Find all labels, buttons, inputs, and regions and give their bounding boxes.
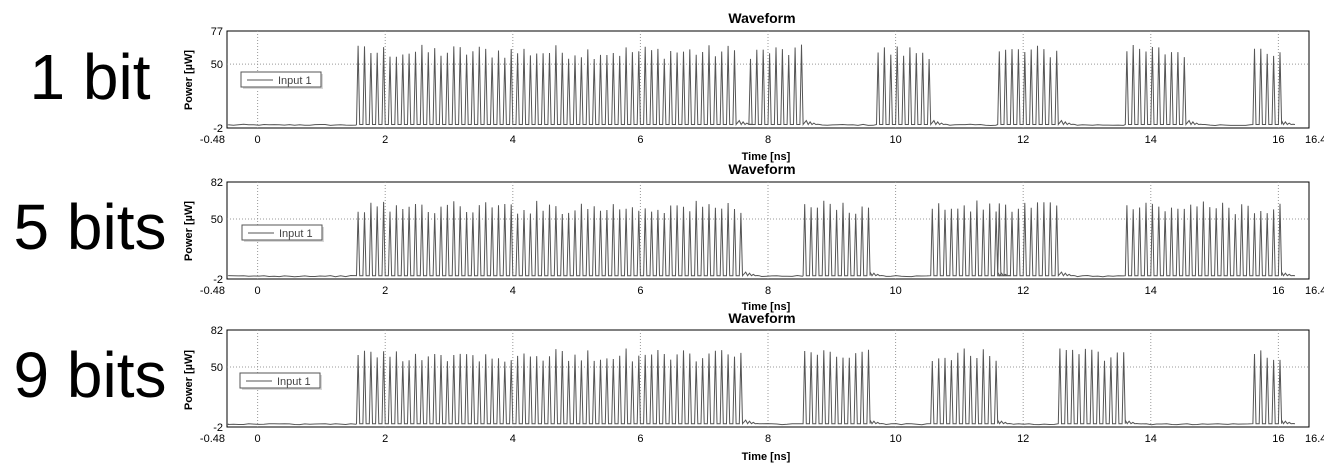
y-tick-label: -2 [213,422,223,434]
x-tick-label: 16 [1272,134,1284,146]
row-label-1-bit: 1 bit [29,41,151,113]
x-tick-label: 6 [637,285,643,297]
x-tick-label: 0 [255,134,261,146]
waveform-series-input-1 [227,200,1296,278]
chart-title: Waveform [728,310,795,326]
x-tick-label: 6 [637,134,643,146]
waveform-series-input-1 [227,348,1296,426]
row-label-5-bits: 5 bits [13,191,167,263]
x-tick-label: -0.48 [200,134,225,146]
x-tick-label: 14 [1145,433,1157,445]
y-axis-label: Power [µW] [183,201,195,261]
y-tick-label: 50 [211,362,223,374]
chart-title: Waveform [728,161,795,177]
y-tick-label: 82 [211,325,223,337]
x-tick-label: 16.48 [1305,433,1324,445]
x-tick-label: 10 [889,285,901,297]
x-tick-label: -0.48 [200,433,225,445]
x-tick-label: 8 [765,285,771,297]
y-tick-label: 50 [211,59,223,71]
x-tick-label: 14 [1145,285,1157,297]
x-tick-label: 4 [510,134,516,146]
chart-title: Waveform [728,10,795,26]
y-tick-label: 77 [211,26,223,38]
legend: Input 1 [240,71,323,89]
x-tick-label: 0 [255,433,261,445]
y-axis-label: Power [µW] [183,50,195,110]
x-tick-label: 2 [382,134,388,146]
legend-label: Input 1 [279,228,313,240]
x-tick-label: 8 [765,433,771,445]
x-tick-label: 0 [255,285,261,297]
x-tick-label: 10 [889,433,901,445]
x-tick-label: 6 [637,433,643,445]
x-tick-label: 10 [889,134,901,146]
y-tick-label: -2 [213,274,223,286]
legend: Input 1 [239,372,322,390]
x-axis-label: Time [ns] [742,451,791,463]
x-tick-label: 4 [510,285,516,297]
x-tick-label: 2 [382,433,388,445]
y-tick-label: 50 [211,214,223,226]
x-tick-label: 16.48 [1305,134,1324,146]
x-tick-label: -0.48 [200,285,225,297]
y-tick-label: 82 [211,177,223,189]
waveform-chart-1: Waveform Power [µW] Time [ns] 77 50 -2 -0.… [183,10,1324,163]
legend: Input 1 [241,224,324,242]
x-tick-label: 2 [382,285,388,297]
x-axis-label: Time [ns] [742,301,791,313]
y-tick-label: -2 [213,123,223,135]
x-tick-label: 16.48 [1305,285,1324,297]
x-tick-label: 16 [1272,433,1284,445]
x-tick-label: 12 [1017,285,1029,297]
x-tick-label: 12 [1017,134,1029,146]
y-axis-label: Power [µW] [183,350,195,410]
x-tick-label: 8 [765,134,771,146]
x-axis-label: Time [ns] [742,151,791,163]
legend-label: Input 1 [277,376,311,388]
x-tick-label: 14 [1145,134,1157,146]
legend-label: Input 1 [278,75,312,87]
row-label-9-bits: 9 bits [13,339,167,411]
waveform-series-input-1 [227,44,1296,127]
x-tick-label: 16 [1272,285,1284,297]
x-tick-label: 12 [1017,433,1029,445]
x-tick-label: 4 [510,433,516,445]
